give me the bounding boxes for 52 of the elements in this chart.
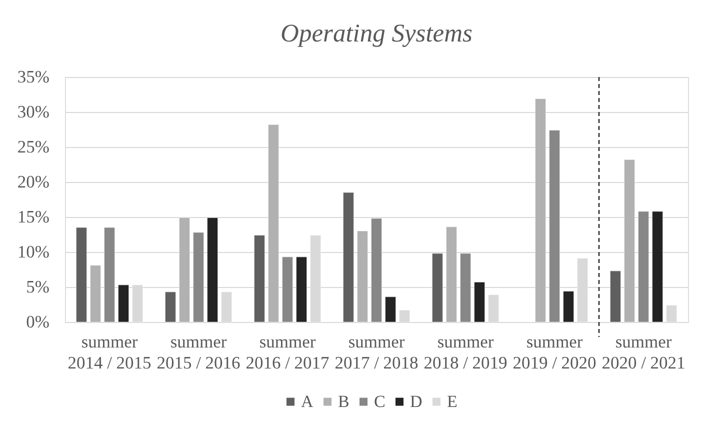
y-tick-label: 10% xyxy=(17,242,50,262)
bar xyxy=(296,256,308,322)
bar xyxy=(178,217,190,322)
bar xyxy=(268,124,280,322)
bar xyxy=(220,292,232,322)
bar xyxy=(356,230,368,322)
legend-label: D xyxy=(410,392,422,411)
y-tick-label: 5% xyxy=(26,276,50,296)
bar xyxy=(610,270,622,322)
legend-label: E xyxy=(447,392,458,411)
bar xyxy=(666,304,678,322)
bar xyxy=(384,296,396,322)
x-tick-label: summer 2016 / 2017 xyxy=(246,332,330,372)
bar xyxy=(370,218,382,322)
x-tick-label: summer 2020 / 2021 xyxy=(602,332,686,372)
bar xyxy=(534,98,546,322)
x-tick-label: summer 2019 / 2020 xyxy=(512,332,597,372)
bar xyxy=(548,130,560,322)
y-tick-label: 35% xyxy=(17,66,50,86)
chart-title: Operating Systems xyxy=(280,18,473,48)
bar xyxy=(342,192,354,322)
y-tick-label: 25% xyxy=(17,136,50,156)
bar xyxy=(652,211,664,322)
x-tick-label: summer 2018 / 2019 xyxy=(424,332,508,372)
bar xyxy=(562,290,574,322)
bar xyxy=(104,227,116,322)
y-tick-label: 30% xyxy=(17,102,50,122)
bar xyxy=(206,217,218,322)
bar xyxy=(624,159,636,322)
y-tick-label: 0% xyxy=(26,312,50,332)
bar xyxy=(282,256,294,322)
x-tick-label: summer 2015 / 2016 xyxy=(156,332,241,372)
bar xyxy=(254,234,266,322)
y-tick-label: 15% xyxy=(17,206,50,226)
bar xyxy=(90,265,102,322)
y-tick-label: 20% xyxy=(17,172,50,192)
legend-label: C xyxy=(374,392,386,411)
bar xyxy=(446,226,458,322)
x-tick-label: summer 2017 / 2018 xyxy=(334,332,419,372)
bar xyxy=(432,253,444,322)
bar xyxy=(488,294,500,322)
legend-label: A xyxy=(301,392,314,411)
bar xyxy=(398,310,410,322)
bar xyxy=(164,292,176,322)
bar xyxy=(638,211,650,322)
legend-label: B xyxy=(338,392,350,411)
bar xyxy=(118,284,130,322)
x-tick-label: summer 2014 / 2015 xyxy=(68,332,152,372)
bar xyxy=(192,232,204,322)
bar xyxy=(460,253,472,322)
bar xyxy=(76,227,88,322)
bar xyxy=(474,282,486,322)
